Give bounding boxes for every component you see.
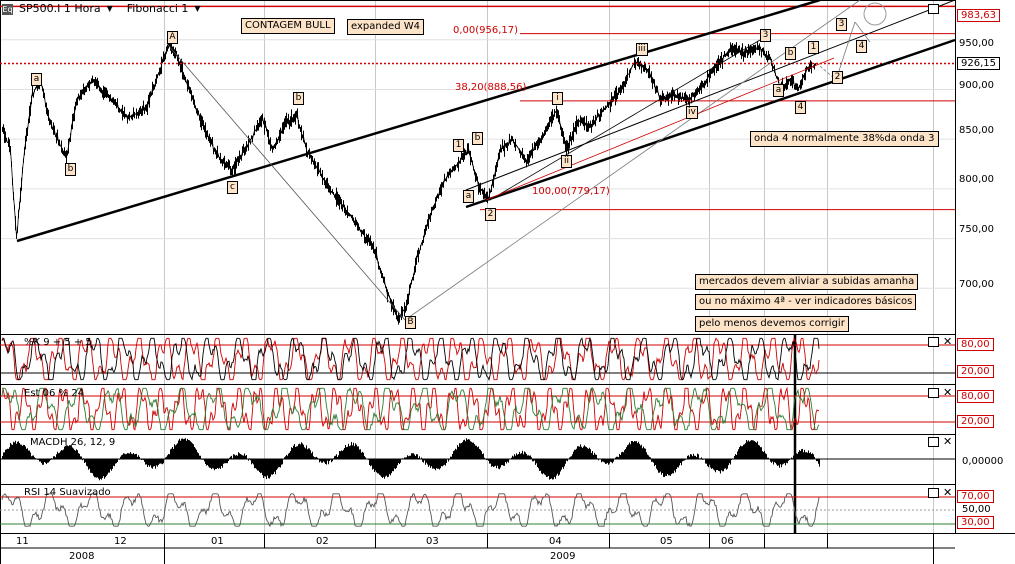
- price-tick: 950,00: [959, 38, 994, 49]
- wave-label: ii: [561, 155, 572, 168]
- wave-label: 1: [808, 41, 819, 54]
- price-marker-current: 926,15: [957, 57, 1000, 70]
- wave-label: a: [773, 84, 784, 97]
- rsi-tick-30: 30,00: [957, 516, 994, 529]
- indicator-label-stoch1[interactable]: %K 9 + 5 + 5: [24, 337, 92, 348]
- close-icon[interactable]: ✕: [943, 435, 953, 448]
- stoch1-d: [1, 336, 820, 382]
- wave-label: i: [552, 92, 563, 105]
- chart-menu-icon[interactable]: Eq: [2, 3, 13, 15]
- indicator-label-macd[interactable]: MACDH 26, 12, 9: [30, 437, 116, 448]
- price-tick: 850,00: [959, 125, 994, 136]
- trendline-lower: [465, 38, 956, 209]
- channel-line: [465, 0, 956, 191]
- price-tick: 800,00: [959, 174, 994, 185]
- indicator-label-stoch2[interactable]: Est 06 % 24: [24, 388, 84, 399]
- projection: [854, 21, 871, 43]
- rsi-tick-50: 50,00: [962, 504, 991, 515]
- wave-label: 4: [795, 101, 806, 114]
- macd-tick-0: 0,00000: [962, 456, 1004, 467]
- annotation-onda4: onda 4 normalmente 38%da onda 3: [750, 131, 939, 147]
- price-marker-top: 983,63: [957, 9, 1000, 22]
- projection: [835, 21, 856, 81]
- chevron-down-icon[interactable]: ▼: [106, 4, 113, 13]
- macd-histogram: [2, 438, 820, 481]
- wave-label: b: [785, 47, 796, 60]
- annotation-note-3: pelo menos devemos corrigir: [695, 316, 849, 332]
- price-bars: [2, 37, 816, 325]
- wave-label: 3: [836, 18, 847, 31]
- x-tick-year: 2008: [69, 551, 95, 562]
- trendlines: [0, 0, 956, 533]
- indicator-label-rsi[interactable]: RSI 14 Suavizado: [24, 487, 111, 498]
- maximize-button[interactable]: [928, 337, 939, 347]
- target-circle: [863, 2, 887, 26]
- wave-label: 2: [832, 71, 843, 84]
- chevron-down-icon[interactable]: ▼: [194, 4, 201, 13]
- stoch1-tick-80: 80,00: [957, 338, 994, 351]
- trendline-upper: [16, 0, 821, 243]
- rsi-line: [1, 493, 820, 528]
- wave-label: b: [472, 132, 483, 145]
- stoch2-k: [2, 386, 820, 431]
- price-tick: 700,00: [959, 279, 994, 290]
- wave-line: [404, 0, 861, 321]
- stoch2-d: [1, 386, 820, 432]
- study-label[interactable]: Fibonacci 1: [126, 2, 189, 15]
- channel-line-inner: [489, 39, 761, 201]
- x-tick-month: 06: [721, 536, 734, 547]
- fib-level-382: 38,20(888,56): [455, 82, 527, 93]
- x-tick-year: 2009: [550, 551, 576, 562]
- x-tick-month: 03: [426, 536, 439, 547]
- stoch1-tick-20: 20,00: [957, 365, 994, 378]
- annotation-expanded: expanded W4: [347, 19, 424, 35]
- maximize-button[interactable]: [928, 488, 939, 498]
- x-tick-month: 02: [316, 536, 329, 547]
- wave-label: iv: [686, 106, 698, 119]
- annotation-note-1: mercados devem aliviar a subidas amanha: [695, 274, 919, 290]
- wave-label: iii: [636, 43, 648, 56]
- close-icon[interactable]: ✕: [943, 386, 953, 399]
- rsi-tick-70: 70,00: [957, 490, 994, 503]
- maximize-button[interactable]: [928, 4, 939, 14]
- x-tick-month: 04: [549, 536, 562, 547]
- wave-label: c: [227, 181, 238, 194]
- wave-label: 4: [856, 40, 867, 53]
- stoch1-k: [1, 336, 820, 381]
- x-tick-month: 12: [114, 536, 127, 547]
- wave-label: A: [167, 31, 178, 44]
- close-icon[interactable]: ✕: [943, 486, 953, 499]
- wave-label: 3: [760, 29, 771, 42]
- fib-level-100: 100,00(779,17): [532, 186, 610, 197]
- annotation-note-2: ou no máximo 4ª - ver indicadores básico…: [695, 294, 917, 310]
- stoch2-tick-80: 80,00: [957, 390, 994, 403]
- maximize-button[interactable]: [928, 388, 939, 398]
- x-tick-month: 11: [16, 536, 29, 547]
- chart-header: Eq SP500.I 1 Hora ▼ Fibonacci 1 ▼: [2, 1, 201, 17]
- close-icon[interactable]: ✕: [943, 335, 953, 348]
- wave-line-ab: [167, 44, 406, 321]
- wave-label: a: [463, 190, 474, 203]
- wave-label: B: [405, 316, 416, 329]
- wave-label: b: [293, 92, 304, 105]
- price-tick: 750,00: [959, 224, 994, 235]
- fib-level-0: 0,00(956,17): [453, 25, 519, 36]
- indicator-series: [0, 336, 955, 528]
- symbol-label[interactable]: SP500.I 1 Hora: [19, 2, 101, 15]
- x-tick-month: 05: [660, 536, 673, 547]
- annotation-contagem: CONTAGEM BULL: [241, 18, 335, 34]
- price-tick: 900,00: [959, 80, 994, 91]
- maximize-button[interactable]: [928, 437, 939, 447]
- wave-label: a: [31, 73, 42, 86]
- wave-label: 1: [453, 139, 464, 152]
- fib-diagonal: [485, 57, 835, 201]
- stoch2-tick-20: 20,00: [957, 415, 994, 428]
- x-tick-month: 01: [211, 536, 224, 547]
- price-line: [2, 41, 816, 320]
- price-series: [2, 37, 816, 325]
- wave-label: b: [65, 163, 76, 176]
- panel-frame: [0, 533, 1015, 564]
- wave-label: 2: [485, 208, 496, 221]
